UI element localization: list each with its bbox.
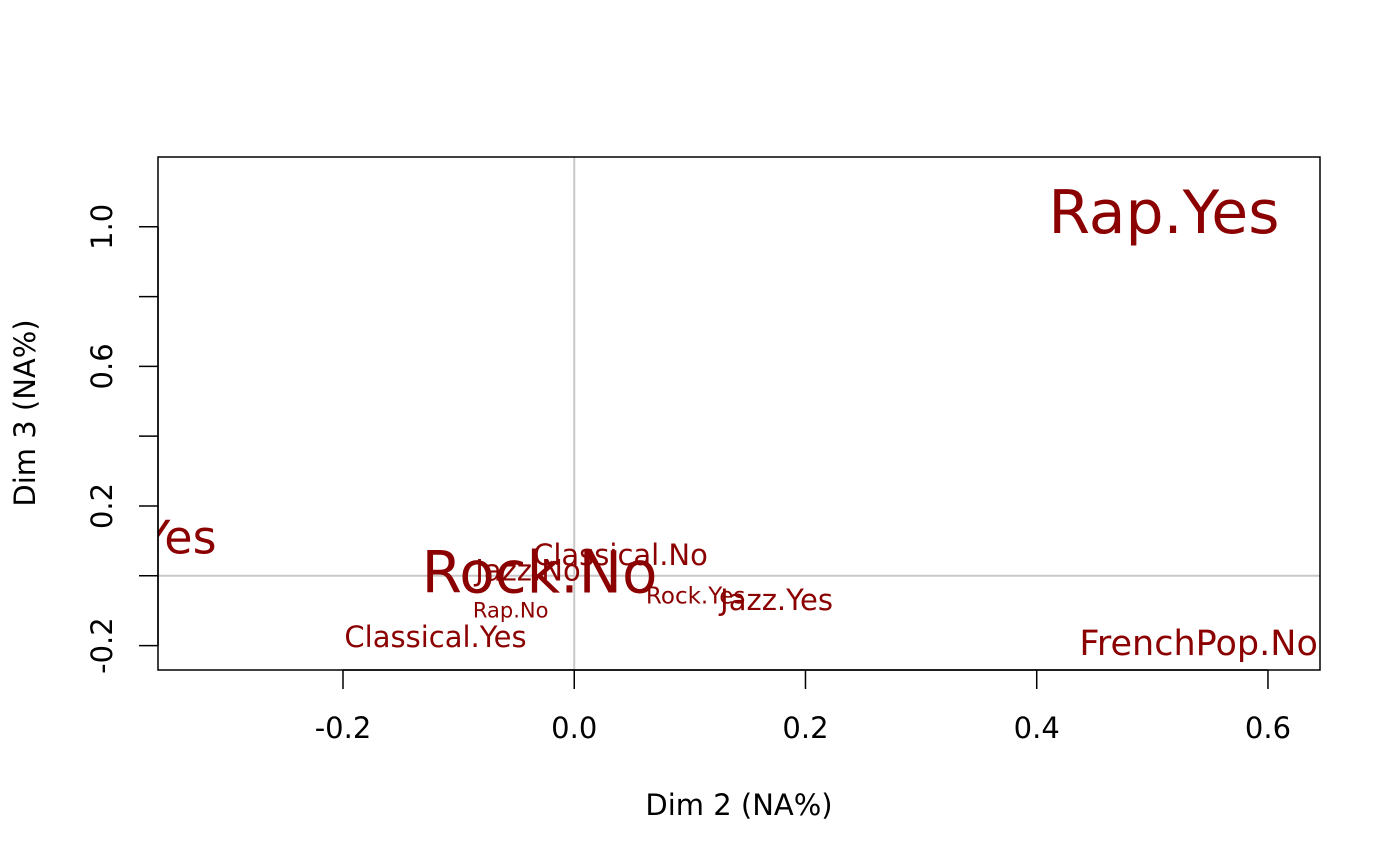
point-label: Rap.Yes — [1048, 178, 1279, 248]
y-axis: -0.2 0.2 0.6 1.0 — [85, 204, 159, 674]
point-label: FrenchPop.No — [1079, 624, 1318, 664]
x-axis: -0.2 0.0 0.2 0.4 0.6 — [315, 669, 1291, 745]
point-label: Rap.No — [473, 599, 549, 623]
y-tick-label: -0.2 — [85, 617, 119, 674]
x-tick-label: 0.2 — [782, 711, 828, 745]
y-axis-label: Dim 3 (NA%) — [8, 319, 42, 506]
x-tick-label: 0.6 — [1245, 711, 1291, 745]
x-axis-label: Dim 2 (NA%) — [645, 788, 832, 822]
y-tick-label: 1.0 — [85, 204, 119, 250]
point-label: Jazz.Yes — [718, 583, 833, 617]
x-tick-label: 0.4 — [1014, 711, 1060, 745]
point-label: FrenchPop.Yes — [0, 510, 217, 564]
point-label: Rock.Yes — [646, 584, 745, 610]
point-label: Rock.No — [422, 538, 658, 606]
point-label: Classical.Yes — [344, 620, 526, 654]
x-tick-label: -0.2 — [315, 711, 372, 745]
x-tick-label: 0.0 — [551, 711, 597, 745]
point-labels: Rap.YesFrenchPop.YesRock.NoClassical.NoJ… — [0, 178, 1318, 664]
reference-lines — [158, 157, 1320, 670]
y-tick-label: 0.2 — [85, 483, 119, 529]
point-label: Classical.No — [533, 538, 708, 572]
point-label: Jazz.No — [473, 554, 580, 588]
y-tick-label: 0.6 — [85, 343, 119, 389]
